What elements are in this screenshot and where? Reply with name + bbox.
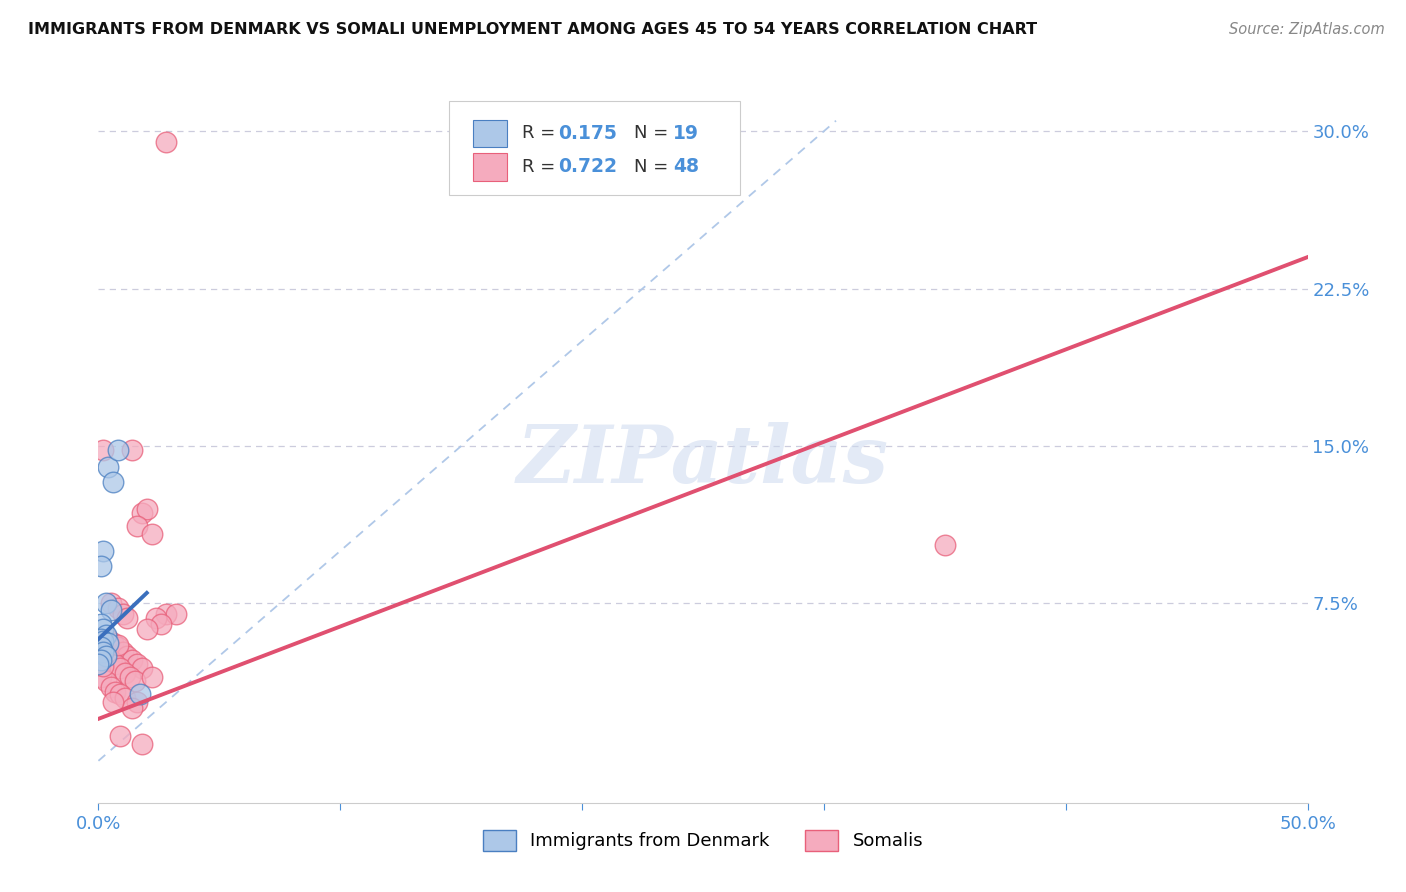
Point [104,684,127,698]
Point [94,648,117,663]
Point [107,639,129,653]
Point [114,690,136,705]
Text: R =: R = [522,158,561,176]
Point [91,634,114,648]
Point [165,607,187,621]
Text: 48: 48 [673,158,699,177]
Point [91,659,114,673]
Point [90,632,112,646]
FancyBboxPatch shape [474,153,508,180]
Point [155,607,177,621]
Point [135,502,157,516]
Point [97,460,120,475]
Point [121,701,143,715]
Point [101,475,124,489]
Point [104,657,127,672]
Point [94,674,117,689]
Point [101,636,124,650]
Point [131,506,153,520]
Text: 19: 19 [673,124,699,143]
Point [91,443,114,458]
Point [111,607,134,621]
Point [91,645,114,659]
Point [108,729,131,743]
Point [90,640,112,655]
FancyBboxPatch shape [474,120,508,147]
Point [107,600,129,615]
Point [135,622,157,636]
Legend: Immigrants from Denmark, Somalis: Immigrants from Denmark, Somalis [475,822,931,858]
Text: N =: N = [634,158,673,176]
Text: R =: R = [522,125,561,143]
Point [91,642,114,657]
Point [127,657,149,672]
Text: 0.175: 0.175 [558,124,617,143]
Point [91,544,114,558]
Point [97,632,120,646]
Text: N =: N = [634,125,673,143]
Point [131,661,153,675]
Point [94,628,117,642]
Point [118,670,141,684]
Point [121,653,143,667]
Point [108,687,131,701]
Point [127,695,149,709]
Point [934,538,956,552]
Point [94,596,117,610]
FancyBboxPatch shape [449,102,741,194]
Point [141,670,163,684]
Point [100,603,122,617]
Text: ZIPatlas: ZIPatlas [517,422,889,499]
Point [97,636,120,650]
Point [101,695,124,709]
Point [114,665,136,680]
Point [111,645,134,659]
Point [128,687,150,701]
Point [141,527,163,541]
Point [87,657,110,672]
Point [121,443,143,458]
Point [100,681,122,695]
Point [91,622,114,636]
Point [90,670,112,684]
Point [145,611,167,625]
Point [117,648,139,663]
Point [150,617,173,632]
Point [131,737,153,751]
Point [100,596,122,610]
Point [107,640,129,655]
Point [90,558,112,573]
Point [117,611,139,625]
Point [90,617,112,632]
Point [127,518,149,533]
Text: Source: ZipAtlas.com: Source: ZipAtlas.com [1229,22,1385,37]
Point [108,661,131,675]
Point [90,653,112,667]
Point [155,135,177,149]
Point [107,443,129,458]
Point [90,632,112,646]
Text: 0.722: 0.722 [558,158,617,177]
Text: IMMIGRANTS FROM DENMARK VS SOMALI UNEMPLOYMENT AMONG AGES 45 TO 54 YEARS CORRELA: IMMIGRANTS FROM DENMARK VS SOMALI UNEMPL… [28,22,1038,37]
Point [94,647,117,661]
Point [100,653,122,667]
Point [124,674,146,689]
